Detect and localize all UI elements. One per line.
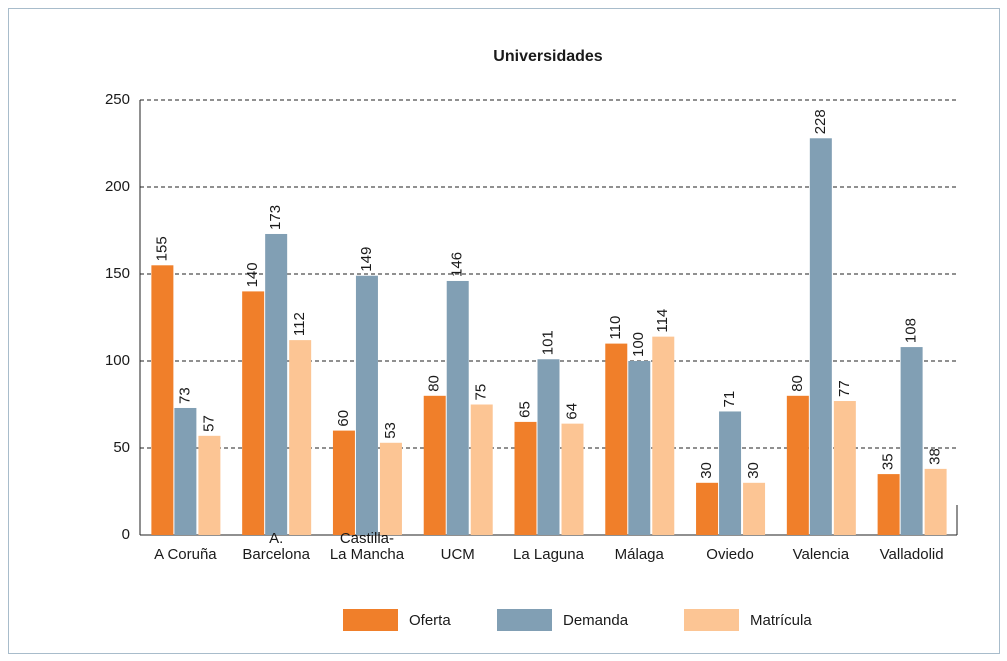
bar bbox=[924, 468, 947, 535]
bar bbox=[242, 291, 265, 535]
value-label: 71 bbox=[721, 391, 738, 408]
y-tick-label: 100 bbox=[105, 352, 130, 369]
bar bbox=[652, 336, 675, 535]
value-label: 149 bbox=[358, 247, 375, 272]
y-tick-label: 0 bbox=[122, 526, 130, 543]
x-tick-label: Valladolid bbox=[879, 546, 944, 563]
value-label: 80 bbox=[789, 375, 806, 392]
x-tick-label: A. Barcelona bbox=[242, 530, 310, 563]
value-label: 73 bbox=[176, 387, 193, 404]
bar bbox=[470, 404, 493, 535]
bar bbox=[332, 430, 355, 535]
value-label: 77 bbox=[836, 380, 853, 397]
bar bbox=[605, 343, 628, 535]
value-label: 112 bbox=[291, 312, 308, 336]
x-tick-label: Málaga bbox=[614, 546, 664, 563]
chart-title: Universidades bbox=[493, 48, 602, 65]
x-tick-label: Castilla- La Mancha bbox=[329, 530, 405, 563]
frame bbox=[8, 8, 1000, 654]
bar bbox=[877, 474, 900, 535]
y-tick-label: 50 bbox=[113, 439, 130, 456]
bar bbox=[628, 361, 651, 535]
value-label: 53 bbox=[382, 422, 399, 439]
value-label: 228 bbox=[812, 109, 829, 134]
value-label: 140 bbox=[244, 262, 261, 287]
value-label: 101 bbox=[539, 330, 556, 355]
value-label: 57 bbox=[200, 415, 217, 432]
bar bbox=[900, 347, 923, 535]
bar bbox=[696, 482, 719, 535]
value-label: 60 bbox=[335, 410, 352, 427]
legend-label: Matrícula bbox=[750, 612, 812, 629]
bar bbox=[537, 359, 560, 535]
value-label: 65 bbox=[516, 401, 533, 418]
value-label: 64 bbox=[563, 403, 580, 420]
bar bbox=[561, 423, 584, 535]
value-label: 146 bbox=[449, 252, 466, 277]
legend-swatch bbox=[497, 609, 552, 631]
y-tick-label: 250 bbox=[105, 91, 130, 108]
x-tick-label: La Laguna bbox=[513, 546, 584, 563]
x-tick-label: A Coruña bbox=[154, 546, 217, 563]
y-tick-label: 200 bbox=[105, 178, 130, 195]
legend-label: Demanda bbox=[563, 612, 629, 629]
x-tick-label: Valencia bbox=[792, 546, 850, 563]
value-label: 30 bbox=[698, 462, 715, 479]
value-label: 75 bbox=[473, 384, 490, 401]
bar bbox=[833, 401, 856, 535]
bar bbox=[423, 395, 446, 535]
value-label: 114 bbox=[654, 309, 671, 333]
y-tick-label: 150 bbox=[105, 265, 130, 282]
value-label: 155 bbox=[153, 236, 170, 261]
legend-swatch bbox=[343, 609, 398, 631]
bar bbox=[198, 435, 221, 535]
x-tick-label: Oviedo bbox=[706, 546, 754, 563]
value-label: 100 bbox=[630, 332, 647, 357]
bar bbox=[743, 482, 766, 535]
value-label: 173 bbox=[267, 205, 284, 230]
x-tick-label: UCM bbox=[440, 546, 475, 563]
bar bbox=[446, 280, 469, 535]
value-label: 38 bbox=[927, 448, 944, 465]
bar bbox=[355, 275, 378, 535]
bar bbox=[151, 265, 174, 535]
value-label: 35 bbox=[880, 453, 897, 470]
bar bbox=[379, 442, 402, 535]
bar bbox=[719, 411, 742, 535]
bar bbox=[809, 138, 832, 535]
bar bbox=[786, 395, 809, 535]
value-label: 80 bbox=[426, 375, 443, 392]
value-label: 108 bbox=[903, 318, 920, 343]
value-label: 110 bbox=[607, 316, 624, 340]
legend-swatch bbox=[684, 609, 739, 631]
bar bbox=[514, 421, 537, 535]
bar bbox=[289, 340, 312, 535]
value-label: 30 bbox=[745, 462, 762, 479]
legend-label: Oferta bbox=[409, 612, 451, 629]
bar bbox=[265, 233, 288, 536]
bar bbox=[174, 407, 197, 535]
